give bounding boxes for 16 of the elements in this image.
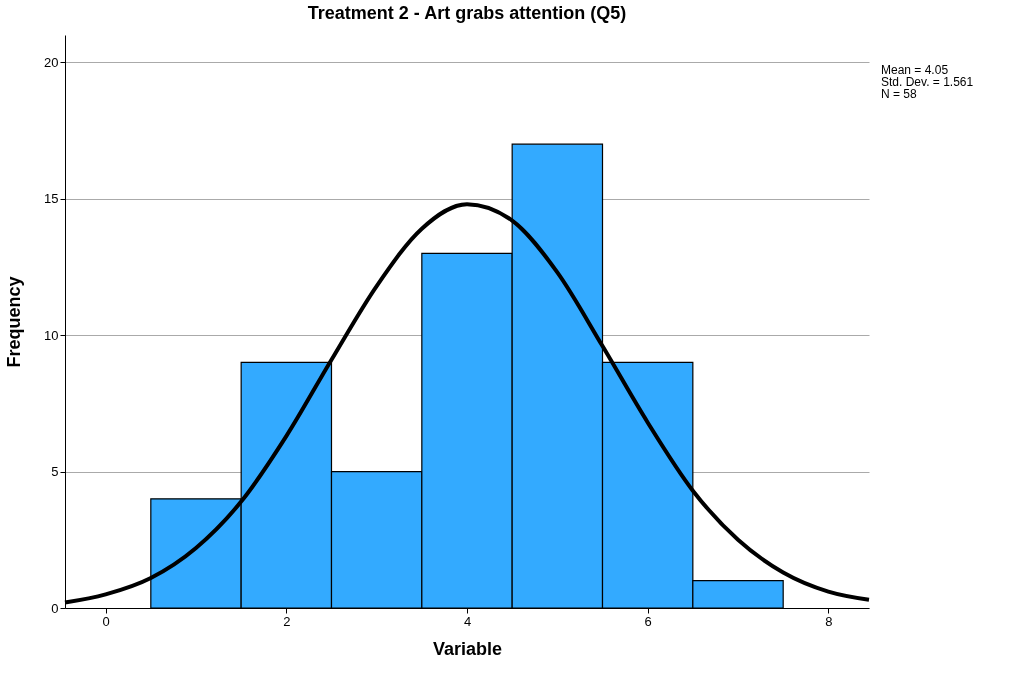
text: Mean = 4.05	[881, 63, 949, 77]
text: N = 58	[881, 87, 918, 101]
y-tick-label: 5	[51, 464, 59, 480]
x-axis-title: Variable	[432, 638, 503, 659]
y-tick-label: 10	[44, 327, 59, 343]
y-tick-label: 20	[44, 54, 59, 70]
x-tick-label: 0	[102, 613, 110, 629]
x-tick-label: 8	[825, 613, 833, 629]
y-tick-label: 0	[51, 600, 59, 616]
x-tick-label: 6	[644, 613, 652, 629]
x-tick-label: 2	[283, 613, 291, 629]
y-tick-label: 15	[44, 191, 59, 207]
y-axis-title: Frequency	[4, 276, 25, 368]
x-tick-label: 4	[463, 613, 472, 629]
text: Std. Dev. = 1.561	[881, 75, 974, 89]
chart-title: Treatment 2 - Art grabs attention (Q5)	[307, 3, 627, 23]
